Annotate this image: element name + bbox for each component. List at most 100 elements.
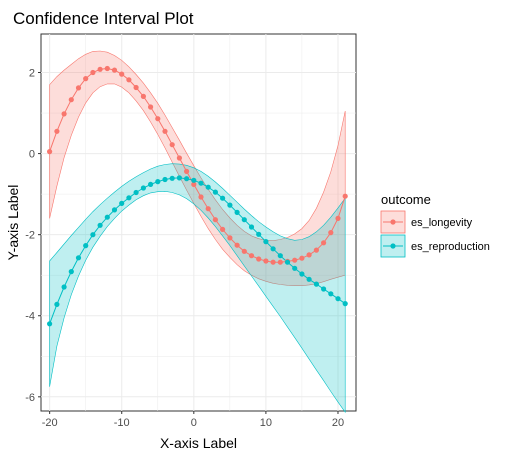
confidence-bands — [49, 50, 346, 414]
data-point-es_reproduction — [47, 321, 53, 327]
x-tick-label: -10 — [114, 417, 130, 429]
y-tick-label: 0 — [29, 149, 35, 161]
data-point-es_reproduction — [97, 222, 103, 228]
chart-title: Confidence Interval Plot — [13, 9, 194, 28]
panel-border — [40, 33, 357, 412]
data-point-es_reproduction — [256, 231, 262, 237]
confidence-band-es_reproduction — [49, 163, 346, 414]
data-point-es_longevity — [184, 168, 190, 174]
data-point-es_longevity — [111, 67, 118, 73]
y-tick-label: -2 — [25, 230, 35, 242]
data-point-es_reproduction — [313, 281, 319, 287]
data-point-es_reproduction — [234, 209, 240, 215]
data-point-es_reproduction — [75, 255, 82, 261]
x-tick-label: 10 — [260, 417, 272, 429]
data-point-es_reproduction — [162, 176, 168, 183]
data-point-es_reproduction — [61, 284, 67, 290]
data-point-es_longevity — [205, 206, 211, 212]
data-point-es_reproduction — [205, 184, 211, 190]
data-point-es_longevity — [277, 259, 283, 265]
data-point-es_reproduction — [198, 180, 204, 186]
data-point-es_longevity — [155, 116, 161, 122]
data-point-es_longevity — [54, 128, 60, 134]
legend-label-es_longevity: es_longevity — [411, 217, 473, 229]
data-point-es_longevity — [83, 76, 89, 82]
y-tick-label: -4 — [25, 311, 35, 323]
data-point-es_reproduction — [90, 232, 96, 238]
x-tick-label: 20 — [332, 417, 344, 429]
x-tick-label: 0 — [191, 417, 197, 429]
data-point-es_reproduction — [220, 195, 226, 201]
data-point-es_longevity — [198, 194, 204, 200]
y-tick-label: -6 — [25, 392, 35, 404]
data-point-es_reproduction — [54, 301, 60, 307]
data-point-es_longevity — [61, 111, 67, 117]
data-point-es_longevity — [335, 215, 341, 221]
data-point-es_longevity — [321, 240, 327, 246]
data-point-es_longevity — [97, 66, 103, 72]
legend-key-point — [390, 243, 396, 249]
x-tick-label: -20 — [42, 417, 58, 429]
data-point-es_reproduction — [148, 181, 154, 187]
data-point-es_longevity — [342, 193, 348, 199]
x-axis: -20 -10 0 10 20 — [42, 411, 344, 429]
x-axis-title: X-axis Label — [160, 435, 237, 451]
data-point-es_longevity — [104, 65, 110, 72]
y-tick-label: 2 — [29, 68, 35, 80]
data-point-es_reproduction — [212, 189, 218, 195]
series-points — [47, 65, 348, 327]
data-point-es_reproduction — [169, 175, 175, 181]
data-point-es_reproduction — [284, 259, 291, 265]
data-point-es_longevity — [169, 142, 175, 148]
data-point-es_longevity — [47, 149, 53, 155]
data-point-es_reproduction — [155, 179, 161, 185]
data-point-es_reproduction — [68, 269, 74, 275]
data-point-es_reproduction — [111, 207, 118, 213]
data-point-es_reproduction — [335, 296, 341, 302]
data-point-es_reproduction — [126, 195, 132, 201]
data-point-es_longevity — [227, 235, 233, 241]
data-point-es_longevity — [176, 155, 182, 161]
data-point-es_reproduction — [299, 271, 305, 277]
data-point-es_reproduction — [342, 301, 348, 307]
data-point-es_longevity — [191, 181, 197, 187]
data-point-es_longevity — [68, 97, 74, 103]
data-point-es_longevity — [328, 230, 334, 236]
data-point-es_longevity — [148, 104, 154, 110]
data-point-es_reproduction — [119, 200, 125, 206]
data-point-es_reproduction — [263, 239, 269, 245]
data-point-es_longevity — [75, 85, 82, 91]
legend: outcome es_longevity es_reproduction — [380, 192, 490, 258]
data-point-es_longevity — [241, 248, 247, 254]
data-point-es_longevity — [263, 258, 269, 264]
data-point-es_reproduction — [176, 175, 182, 181]
data-point-es_reproduction — [270, 246, 276, 252]
data-point-es_longevity — [248, 253, 255, 259]
data-point-es_longevity — [133, 84, 139, 91]
data-point-es_longevity — [162, 128, 168, 134]
data-point-es_longevity — [313, 247, 319, 253]
data-point-es_longevity — [299, 255, 305, 261]
data-point-es_longevity — [90, 69, 96, 76]
plot-panel — [40, 33, 357, 414]
data-point-es_reproduction — [321, 286, 327, 292]
data-point-es_reproduction — [241, 217, 247, 223]
data-point-es_reproduction — [227, 202, 233, 208]
data-point-es_reproduction — [140, 185, 146, 191]
legend-key-point — [390, 219, 396, 225]
data-point-es_reproduction — [184, 176, 190, 182]
data-point-es_reproduction — [328, 291, 334, 297]
data-point-es_longevity — [140, 93, 146, 99]
y-axis: -6 -4 -2 0 2 — [25, 68, 41, 404]
y-axis-title: Y-axis Label — [5, 185, 21, 261]
legend-title: outcome — [381, 192, 431, 207]
data-point-es_reproduction — [104, 214, 110, 220]
data-point-es_reproduction — [248, 224, 255, 230]
data-point-es_reproduction — [133, 189, 139, 196]
data-point-es_longevity — [292, 257, 298, 263]
legend-label-es_reproduction: es_reproduction — [411, 241, 490, 253]
data-point-es_reproduction — [191, 177, 197, 183]
data-point-es_reproduction — [277, 253, 283, 259]
data-point-es_longevity — [256, 256, 262, 262]
